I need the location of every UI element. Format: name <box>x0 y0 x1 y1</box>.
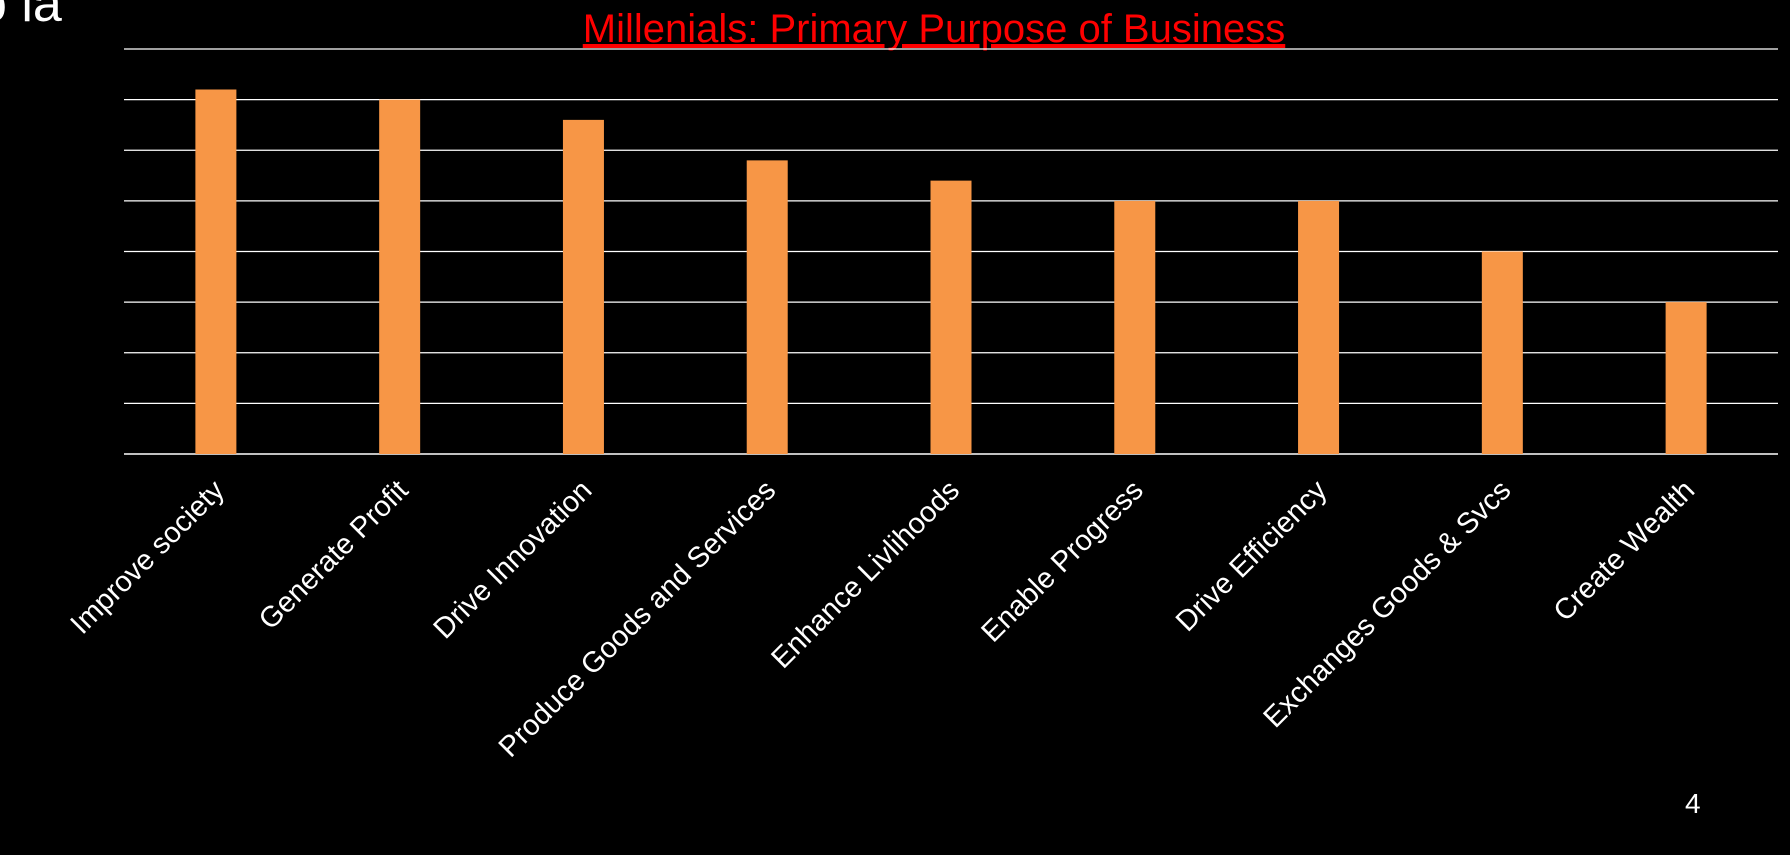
bar <box>746 160 788 454</box>
x-tick-label: Improve society <box>65 474 232 641</box>
x-tick-labels: Improve society Generate Profit Drive Inno… <box>65 474 1701 764</box>
cropped-heading: o la <box>0 0 62 33</box>
bar <box>1481 251 1523 454</box>
bar <box>379 99 421 454</box>
bar <box>930 180 972 454</box>
x-tick-label: Enable Progress <box>975 474 1149 648</box>
bars <box>195 89 1707 454</box>
bar <box>1114 200 1156 454</box>
x-tick-label: Drive Efficiency <box>1170 474 1334 638</box>
x-tick-label: Create Wealth <box>1548 474 1701 627</box>
page-number: 4 <box>1685 788 1701 819</box>
bar <box>1298 200 1340 454</box>
chart-title: Millenials: Primary Purpose of Business <box>583 7 1285 51</box>
x-tick-label: Drive Innovation <box>428 474 599 645</box>
bar <box>562 119 604 454</box>
x-tick-label: Generate Profit <box>253 474 415 636</box>
x-tick-label: Enhance Livlihoods <box>765 474 965 674</box>
bar <box>195 89 237 454</box>
bar <box>1665 302 1707 454</box>
